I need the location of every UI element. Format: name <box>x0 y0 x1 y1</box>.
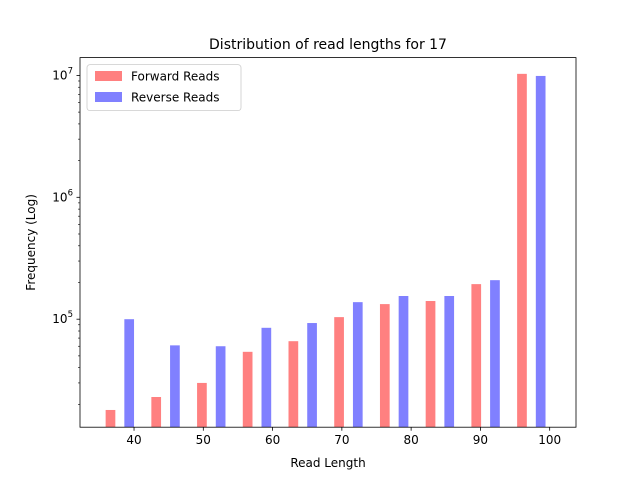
bar-reverse-2 <box>215 346 226 428</box>
bar-forward-5 <box>334 317 344 428</box>
y-tick-label: 106 <box>52 188 73 204</box>
bars-group <box>105 73 546 428</box>
bar-forward-4 <box>288 341 299 428</box>
legend-label-forward: Forward Reads <box>131 70 219 84</box>
y-tick-label: 107 <box>52 66 73 82</box>
x-axis-ticks: 40 50 60 70 80 90 100 <box>126 427 561 447</box>
bar-forward-8 <box>471 284 482 428</box>
legend-frame <box>86 64 242 111</box>
bar-reverse-8 <box>490 280 500 428</box>
x-tick-label: 40 <box>126 433 141 447</box>
bar-forward-0 <box>105 409 116 428</box>
bar-reverse-9 <box>535 75 546 428</box>
legend-swatch-forward <box>95 71 122 81</box>
bar-forward-2 <box>197 382 207 428</box>
x-axis-label: Read Length <box>290 456 365 470</box>
bar-reverse-5 <box>352 302 363 428</box>
legend-label-reverse: Reverse Reads <box>131 91 219 105</box>
bar-reverse-6 <box>398 296 409 428</box>
bar-forward-9 <box>517 73 527 428</box>
x-tick-label: 80 <box>403 433 418 447</box>
legend: Forward Reads Reverse Reads <box>86 64 242 111</box>
legend-swatch-reverse <box>95 92 122 102</box>
x-tick-label: 60 <box>265 433 280 447</box>
x-tick-label: 90 <box>473 433 488 447</box>
x-tick-label: 50 <box>196 433 211 447</box>
x-tick-label: 100 <box>538 433 561 447</box>
plot-area-frame <box>79 57 577 428</box>
bar-reverse-0 <box>124 319 135 428</box>
bar-forward-7 <box>425 301 436 428</box>
bar-forward-6 <box>379 304 390 428</box>
bar-forward-1 <box>151 397 162 428</box>
bar-reverse-4 <box>307 323 317 428</box>
bar-reverse-1 <box>170 345 180 428</box>
chart-title: Distribution of read lengths for 17 <box>209 37 447 53</box>
bar-forward-3 <box>242 351 253 428</box>
bar-reverse-3 <box>261 327 272 428</box>
y-axis-ticks: 105 106 107 <box>52 66 80 405</box>
y-axis-label: Frequency (Log) <box>24 194 38 291</box>
bar-reverse-7 <box>444 296 455 428</box>
x-tick-label: 70 <box>334 433 349 447</box>
y-tick-label: 105 <box>52 310 73 326</box>
